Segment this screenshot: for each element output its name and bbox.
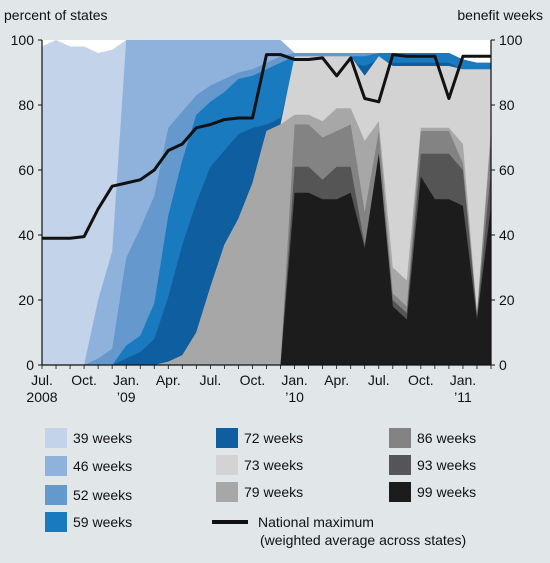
x-tick-label: Jul. xyxy=(368,372,390,388)
y-tick-label-right: 0 xyxy=(499,357,507,373)
x-tick-label: Oct. xyxy=(408,372,434,388)
y-tick-label-right: 40 xyxy=(499,227,515,243)
x-tick-label: Oct. xyxy=(240,372,266,388)
y-tick-label-left: 100 xyxy=(11,32,35,48)
y-tick-label-right: 60 xyxy=(499,162,515,178)
y-tick-label-right: 20 xyxy=(499,292,515,308)
x-tick-label-year: ’09 xyxy=(117,389,136,405)
y-tick-label-right: 100 xyxy=(499,32,523,48)
y-axis-label-left: percent of states xyxy=(4,7,108,23)
y-tick-label-right: 80 xyxy=(499,97,515,113)
x-tick-label-year: 2008 xyxy=(26,389,57,405)
x-tick-label: Apr. xyxy=(156,372,181,388)
x-tick-label: Jan. xyxy=(113,372,139,388)
y-axis-label-right: benefit weeks xyxy=(457,7,543,23)
x-tick-label-year: ’11 xyxy=(454,389,472,405)
area-99-weeks xyxy=(42,153,491,365)
x-tick-label: Jan. xyxy=(281,372,307,388)
area-layers xyxy=(42,40,491,366)
x-tick-label-year: ’10 xyxy=(285,389,304,405)
x-tick-label: Jul. xyxy=(199,372,221,388)
x-tick-label: Jan. xyxy=(450,372,476,388)
y-tick-label-left: 60 xyxy=(18,162,34,178)
y-tick-label-left: 40 xyxy=(18,227,34,243)
national-maximum-line xyxy=(42,53,491,240)
y-tick-label-left: 0 xyxy=(26,357,34,373)
y-tick-label-left: 80 xyxy=(18,97,34,113)
axes xyxy=(38,39,495,369)
x-tick-label: Apr. xyxy=(324,372,349,388)
x-tick-label: Oct. xyxy=(71,372,97,388)
national-maximum-polyline xyxy=(42,53,491,240)
x-tick-label: Jul. xyxy=(31,372,53,388)
y-tick-label-left: 20 xyxy=(18,292,34,308)
